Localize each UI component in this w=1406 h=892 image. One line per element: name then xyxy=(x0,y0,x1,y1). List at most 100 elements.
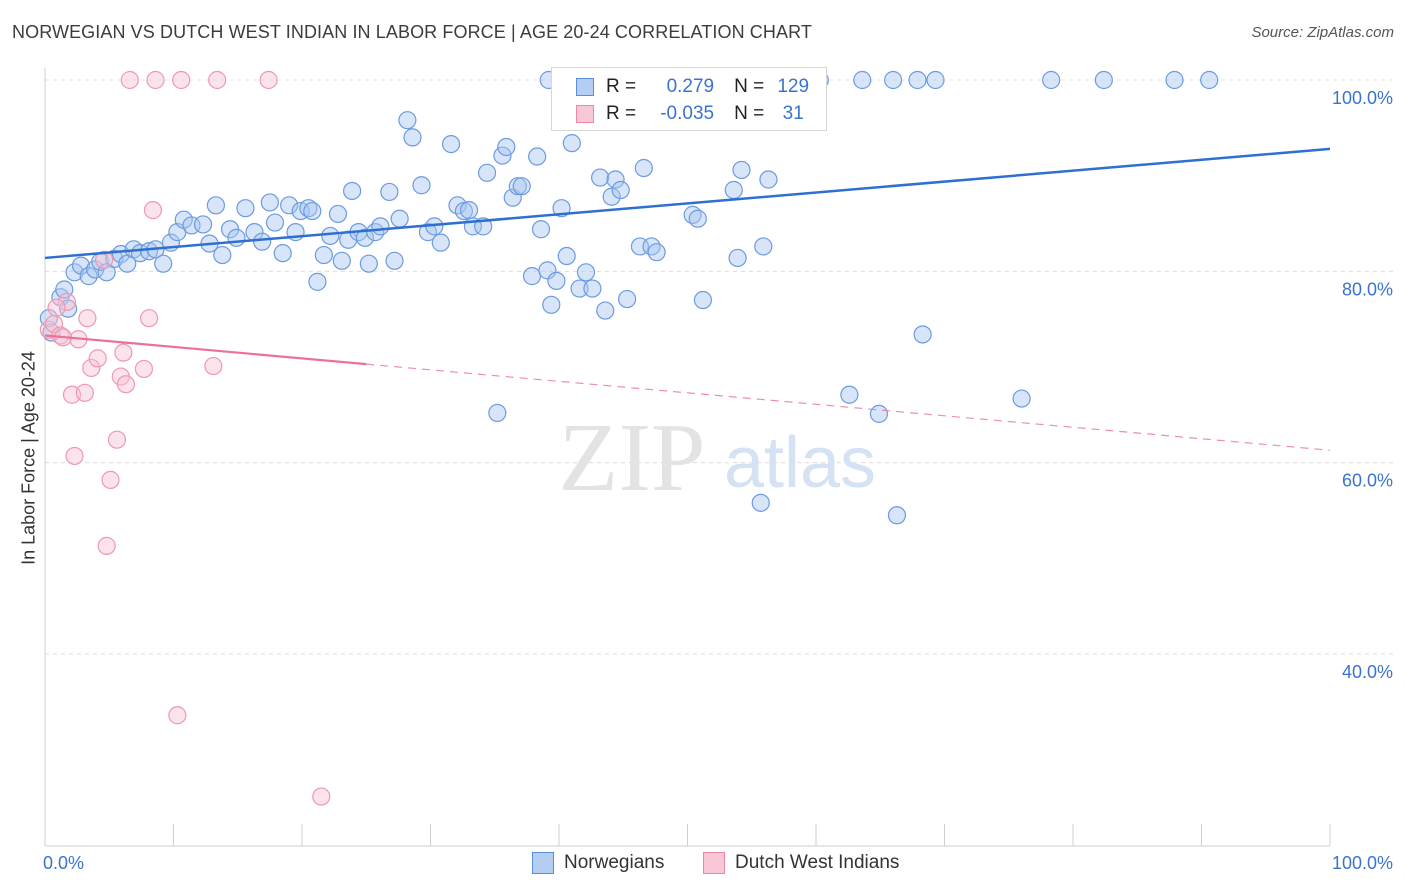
norwegian-point xyxy=(260,193,279,212)
dutch-point xyxy=(139,309,159,328)
norwegian-point xyxy=(926,70,945,90)
dutch-points xyxy=(39,70,331,806)
gridlines xyxy=(45,79,1393,655)
source-label: Source: ZipAtlas.com xyxy=(1251,24,1394,41)
norwegian-point xyxy=(321,226,340,246)
y-tick-label: 40.0% xyxy=(1342,662,1393,682)
norwegian-point xyxy=(308,272,327,291)
correlation-legend: R = 0.279 N = 129 R = -0.035 N = 31 xyxy=(551,67,827,131)
norwegian-point xyxy=(596,301,615,320)
norwegian-point xyxy=(390,209,409,228)
norwegian-point xyxy=(139,242,159,261)
norwegian-point xyxy=(343,181,362,201)
dutch-point xyxy=(82,358,101,378)
legend-r-label: R = xyxy=(606,103,637,124)
y-tick-label: 80.0% xyxy=(1342,279,1393,299)
legend-n-label: N = xyxy=(734,76,765,97)
norwegian-point xyxy=(65,263,84,282)
norwegian-point xyxy=(512,177,531,196)
norwegian-point xyxy=(869,404,889,423)
legend-item-norwegians[interactable]: Norwegians xyxy=(532,852,664,874)
norwegian-point xyxy=(602,187,621,206)
norwegian-point xyxy=(570,279,589,298)
norwegian-point xyxy=(253,232,272,251)
norwegian-point xyxy=(314,245,333,265)
norwegian-point xyxy=(280,196,299,215)
dutch-point xyxy=(259,70,278,90)
chart-title: NORWEGIAN VS DUTCH WEST INDIAN IN LABOR … xyxy=(12,22,812,42)
norwegian-point xyxy=(732,160,751,180)
norwegian-point xyxy=(431,233,450,252)
norwegian-trend-line xyxy=(44,147,1331,260)
norwegian-point xyxy=(522,267,542,286)
legend-r-value: 0.279 xyxy=(666,76,715,97)
dutch-point xyxy=(78,309,97,328)
norwegian-point xyxy=(1200,70,1219,90)
tick-labels: 40.0% 60.0% 80.0% 100.0% 0.0% 100.0% xyxy=(43,88,1393,873)
dutch-point xyxy=(120,70,139,90)
watermark-zip: ZIP xyxy=(559,404,706,512)
dutch-point xyxy=(101,470,120,489)
dutch-point xyxy=(75,383,94,402)
norwegian-point xyxy=(547,271,566,290)
norwegian-point xyxy=(328,204,348,224)
norwegian-point xyxy=(366,223,385,242)
dutch-point xyxy=(168,706,187,725)
norwegian-point xyxy=(1094,70,1113,90)
y-axis-title: In Labor Force | Age 20-24 xyxy=(18,351,39,565)
dutch-point xyxy=(172,70,191,90)
norwegian-point xyxy=(908,70,927,90)
dutch-point xyxy=(57,292,76,312)
norwegian-point xyxy=(1012,389,1031,408)
norwegian-point xyxy=(441,134,461,154)
dutch-point xyxy=(204,356,223,376)
legend-row-dutch: R = -0.035 N = 31 xyxy=(576,101,822,127)
norwegian-point xyxy=(206,196,226,215)
x-tick-label: 0.0% xyxy=(43,853,84,873)
dutch-point xyxy=(146,70,165,90)
legend-label-norwegians: Norwegians xyxy=(564,852,665,873)
norwegian-point xyxy=(542,295,561,314)
dutch-point xyxy=(208,70,227,90)
legend-swatch-blue xyxy=(532,852,554,874)
norwegian-point xyxy=(303,201,322,221)
norwegian-point xyxy=(606,170,625,189)
norwegian-point xyxy=(273,244,292,263)
dutch-point xyxy=(134,359,154,379)
norwegian-point xyxy=(557,246,576,266)
norwegian-point xyxy=(642,237,661,256)
dutch-point xyxy=(97,536,116,555)
dutch-trend-line-dashed xyxy=(366,363,1331,451)
norwegian-point xyxy=(332,251,351,270)
norwegian-point xyxy=(493,146,512,165)
y-tick-label: 100.0% xyxy=(1332,88,1393,108)
norwegian-point xyxy=(528,147,547,166)
norwegian-point xyxy=(477,163,497,182)
dutch-trend-line-solid xyxy=(44,334,367,366)
norwegian-point xyxy=(759,170,778,189)
dutch-point xyxy=(65,446,84,466)
dutch-point xyxy=(114,343,133,362)
norwegian-point xyxy=(213,245,232,265)
norwegian-point xyxy=(840,385,859,404)
norwegian-point xyxy=(355,228,375,247)
norwegian-point xyxy=(853,70,872,90)
norwegian-point xyxy=(236,199,255,218)
norwegian-point xyxy=(385,251,404,270)
dutch-point xyxy=(95,250,114,269)
dutch-point xyxy=(143,201,163,220)
norwegian-point xyxy=(1165,70,1184,90)
norwegian-point xyxy=(576,263,596,282)
legend-n-value: 129 xyxy=(777,76,810,97)
dutch-point xyxy=(116,375,136,394)
norwegian-point xyxy=(193,215,213,234)
norwegian-point xyxy=(227,228,246,247)
norwegian-point xyxy=(508,177,527,196)
norwegian-point xyxy=(531,220,551,239)
legend-label-dutch: Dutch West Indians xyxy=(735,852,900,873)
norwegian-point xyxy=(359,254,378,273)
norwegian-point xyxy=(913,325,932,344)
norwegian-point xyxy=(454,201,474,221)
legend-item-dutch[interactable]: Dutch West Indians xyxy=(703,852,899,874)
